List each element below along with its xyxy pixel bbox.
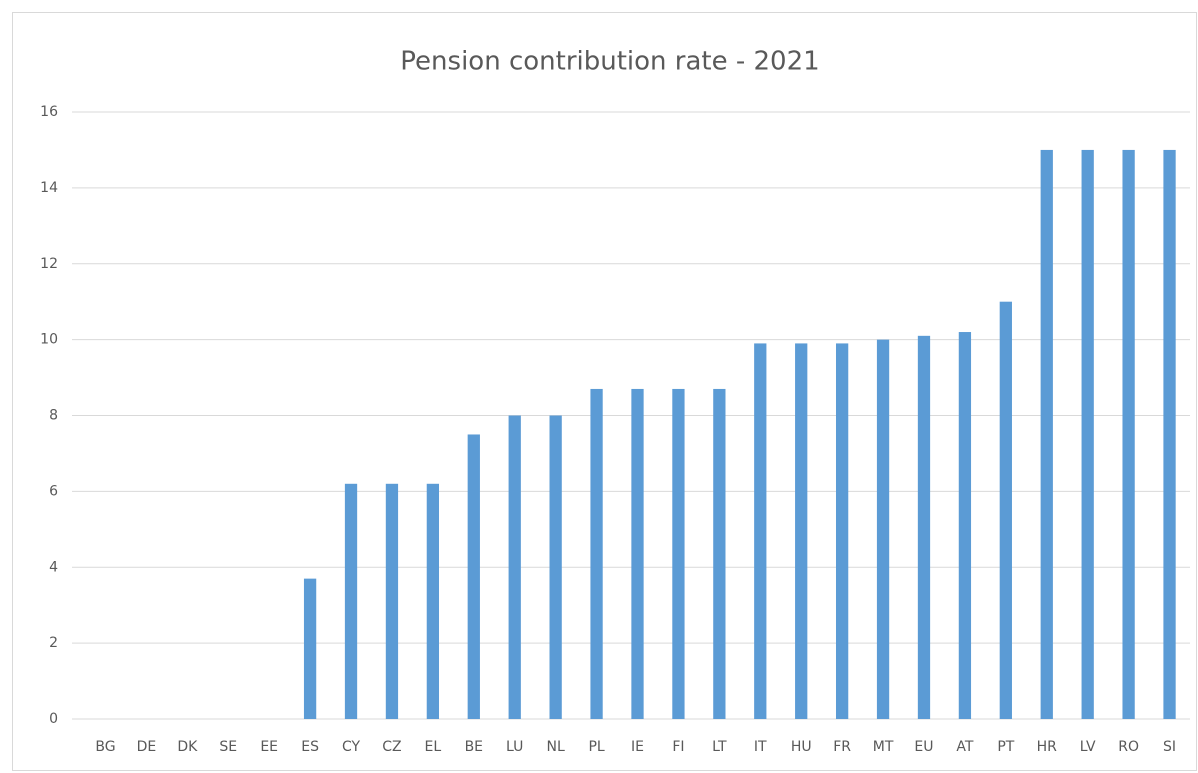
x-tick-label: EU <box>914 739 933 755</box>
x-tick-label: PT <box>997 739 1014 755</box>
bar <box>426 483 440 719</box>
bar <box>999 301 1012 719</box>
bar <box>1040 149 1053 719</box>
x-tick-label: FI <box>672 739 684 755</box>
bar <box>549 415 562 719</box>
bar <box>631 388 644 719</box>
x-tick-label: LT <box>712 739 727 755</box>
bar <box>795 343 808 719</box>
chart-title: Pension contribution rate - 2021 <box>400 47 819 77</box>
x-tick-label: NL <box>547 739 565 755</box>
y-tick-label: 10 <box>40 332 58 348</box>
y-tick-label: 8 <box>49 408 58 424</box>
y-tick-label: 14 <box>40 180 58 196</box>
chart-frame <box>12 12 1197 771</box>
x-tick-label: IT <box>754 739 767 755</box>
x-tick-label: IE <box>631 739 644 755</box>
x-tick-label: BE <box>465 739 483 755</box>
x-tick-label: EE <box>260 739 278 755</box>
bar <box>1081 149 1094 719</box>
bar <box>1163 149 1176 719</box>
x-tick-label: SI <box>1163 739 1176 755</box>
bar <box>713 388 726 719</box>
bar <box>467 434 480 719</box>
bar <box>958 332 972 719</box>
x-tick-label: RO <box>1118 739 1139 755</box>
y-tick-label: 12 <box>40 256 58 272</box>
x-tick-label: EL <box>425 739 442 755</box>
bar <box>754 343 767 719</box>
x-tick-label: LU <box>506 739 523 755</box>
bar <box>917 335 931 719</box>
bar <box>835 343 849 719</box>
x-tick-label: HU <box>791 739 812 755</box>
bar <box>303 578 317 719</box>
y-tick-label: 2 <box>49 635 58 651</box>
x-tick-label: BG <box>95 739 115 755</box>
bar <box>876 339 890 719</box>
x-tick-label: FR <box>833 739 851 755</box>
x-tick-label: HR <box>1037 739 1058 755</box>
x-tick-label: LV <box>1080 739 1096 755</box>
bar <box>672 388 685 719</box>
x-tick-label: CZ <box>382 739 401 755</box>
y-tick-label: 4 <box>49 559 58 575</box>
x-tick-label: DK <box>177 739 198 755</box>
y-tick-label: 16 <box>40 104 58 120</box>
x-tick-label: PL <box>588 739 604 755</box>
x-tick-label: MT <box>873 739 894 755</box>
bar <box>508 415 521 719</box>
x-tick-label: CY <box>342 739 361 755</box>
bar <box>385 483 399 719</box>
x-tick-label: SE <box>219 739 237 755</box>
x-tick-label: ES <box>301 739 319 755</box>
bar <box>590 388 603 719</box>
x-tick-label: DE <box>137 739 157 755</box>
bar <box>344 483 358 719</box>
x-tick-label: AT <box>956 739 973 755</box>
bar <box>1122 149 1135 719</box>
y-tick-label: 0 <box>49 711 58 727</box>
y-tick-label: 6 <box>49 483 58 499</box>
